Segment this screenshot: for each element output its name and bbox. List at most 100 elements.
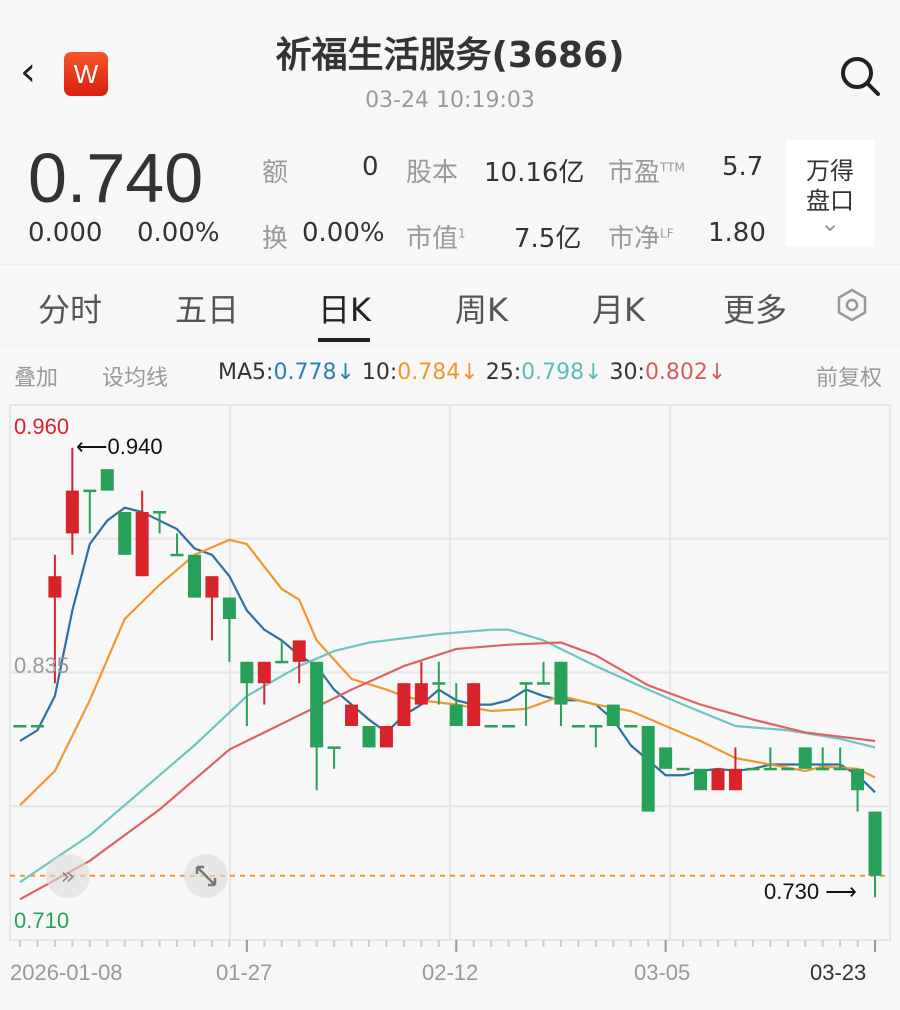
candle-body — [432, 682, 446, 685]
candle-body — [467, 683, 481, 726]
candle — [30, 725, 44, 728]
hexagon-settings-icon[interactable] — [834, 287, 870, 323]
back-button[interactable]: ‹ — [20, 52, 36, 92]
candle-body — [188, 554, 201, 598]
wind-button-line2: 盘口 — [806, 187, 854, 215]
candle — [310, 661, 324, 791]
ma25-label: 25: — [485, 360, 522, 385]
wind-orderbook-button[interactable]: 万得 盘口 ⌄ — [786, 140, 874, 246]
ma25-value: 0.798↓ — [521, 360, 603, 385]
high-annotation-value: 0.940 — [107, 434, 163, 459]
search-button[interactable] — [838, 54, 882, 102]
candle-body — [641, 726, 655, 812]
set-ma-button[interactable]: 设均线 — [102, 366, 169, 391]
candle-body — [659, 747, 673, 769]
candle — [100, 469, 114, 491]
chevron-down-icon: ⌄ — [819, 209, 841, 237]
candle-body — [362, 726, 376, 748]
ma10-label: 10: — [361, 360, 398, 385]
candle-body — [153, 511, 167, 514]
candles — [13, 447, 882, 898]
price-change: 0.000 — [28, 218, 103, 248]
candle-body — [728, 768, 742, 791]
candle — [502, 725, 516, 728]
candle — [205, 576, 219, 641]
candle-body — [554, 661, 568, 705]
candle — [519, 682, 533, 726]
chart-grid — [9, 404, 891, 941]
candle-body — [502, 725, 516, 728]
tab-monthly-k[interactable]: 月K — [592, 291, 645, 329]
candle-body — [240, 661, 254, 684]
tab-intraday[interactable]: 分时 — [38, 291, 103, 329]
scroll-latest-button[interactable]: » — [46, 854, 90, 898]
stat-amount-value: 0 — [362, 152, 379, 182]
candle — [48, 554, 62, 684]
candle — [763, 747, 777, 771]
candle — [414, 661, 428, 705]
candle-body — [868, 811, 882, 876]
stat-pb-text: 市净 — [608, 224, 661, 254]
double-chevron-right-icon: » — [60, 862, 76, 890]
ma-line-ma25 — [19, 628, 876, 884]
low-annotation: 0.730 ⟶ — [764, 879, 857, 905]
stat-mcap-sup: 1 — [458, 226, 466, 241]
candle-body — [798, 747, 812, 769]
ma5-label: MA5: — [218, 360, 274, 385]
candle-body — [379, 726, 393, 748]
y-label-mid: 0.835 — [14, 653, 70, 678]
stat-turnover-value: 0.00% — [302, 218, 385, 248]
candle-body — [257, 661, 271, 684]
overlay-button[interactable]: 叠加 — [14, 366, 59, 391]
candle-body — [222, 597, 236, 619]
stat-pb-sup: LF — [660, 226, 674, 241]
candle — [362, 726, 376, 748]
candle — [659, 747, 673, 769]
candle — [275, 640, 289, 664]
tab-weekly-k[interactable]: 周K — [455, 291, 508, 329]
candle-body — [345, 704, 359, 726]
tab-daily-k[interactable]: 日K — [318, 291, 371, 329]
ma-line-ma30 — [19, 641, 876, 901]
stat-shares-value: 10.16亿 — [484, 158, 585, 188]
candle — [833, 747, 847, 771]
candle-body — [537, 682, 550, 685]
candle-body — [484, 725, 498, 728]
tab-five-day[interactable]: 五日 — [175, 291, 240, 329]
expand-arrows-icon — [195, 865, 217, 887]
candle — [188, 554, 201, 598]
candle — [327, 746, 341, 769]
candle-body — [676, 767, 690, 771]
low-annotation-value: 0.730 — [764, 879, 820, 904]
candle — [868, 811, 882, 898]
candle-body — [606, 704, 620, 726]
adjust-mode-button[interactable]: 前复权 — [816, 366, 883, 391]
candle-body — [30, 725, 44, 728]
timestamp: 03-24 10:19:03 — [365, 88, 535, 113]
ma30-label: 30: — [609, 360, 645, 385]
candle-body — [170, 553, 184, 557]
wind-logo[interactable]: W — [64, 52, 108, 96]
fullscreen-button[interactable] — [184, 854, 228, 898]
candle — [641, 726, 655, 812]
ma5-value: 0.778↓ — [273, 360, 355, 385]
candle-body — [816, 767, 830, 771]
candle-body — [327, 746, 341, 749]
x-label-3: 03-05 — [634, 960, 691, 985]
stat-mcap-text: 市值 — [406, 224, 459, 254]
candle — [118, 512, 132, 555]
tab-more[interactable]: 更多 — [723, 291, 788, 329]
candle — [781, 767, 795, 771]
candle — [728, 747, 742, 791]
candle — [13, 725, 27, 728]
x-label-4: 03-23 — [810, 960, 867, 985]
stat-pe-sup: TTM — [660, 160, 685, 175]
stat-pb-value: 1.80 — [708, 218, 766, 248]
ma30-value: 0.802↓ — [644, 360, 727, 385]
high-annotation: ⟵0.940 — [76, 434, 163, 460]
candle-body — [624, 725, 638, 728]
candle — [606, 704, 620, 726]
x-axis-ticks — [19, 940, 877, 952]
candle — [624, 725, 638, 728]
